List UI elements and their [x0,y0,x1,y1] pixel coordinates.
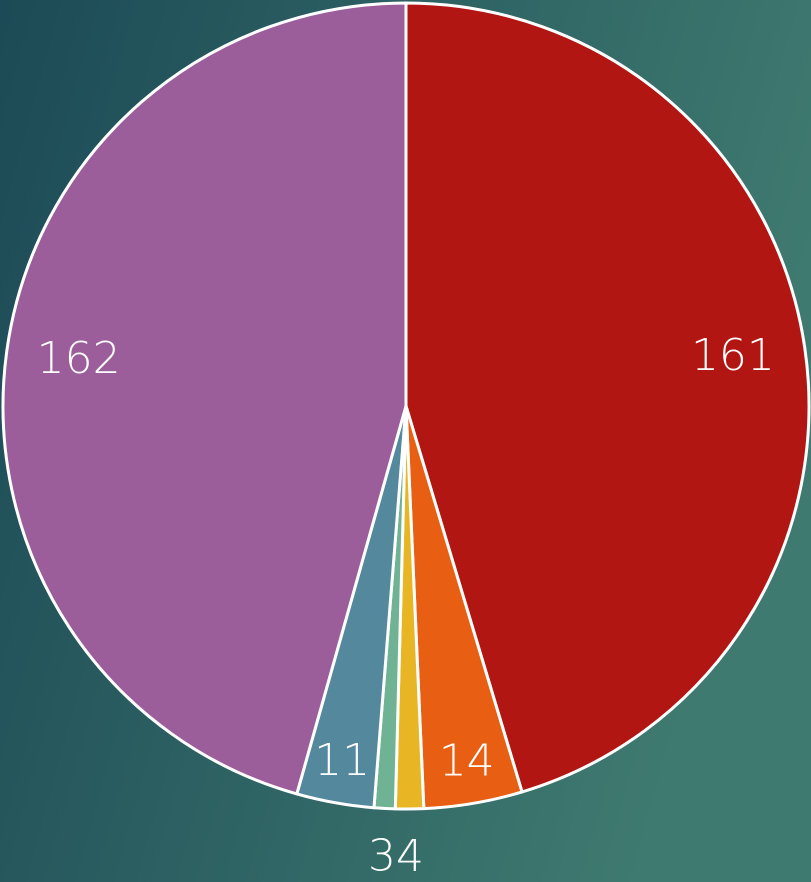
data-label: 14 [439,736,495,787]
data-label: 11 [314,735,370,786]
data-label: 4 [396,831,424,882]
data-label: 161 [691,330,775,381]
data-label: 3 [368,830,396,881]
pie-slice [404,1,811,794]
data-label: 162 [37,333,121,384]
pie-slice [1,1,408,796]
